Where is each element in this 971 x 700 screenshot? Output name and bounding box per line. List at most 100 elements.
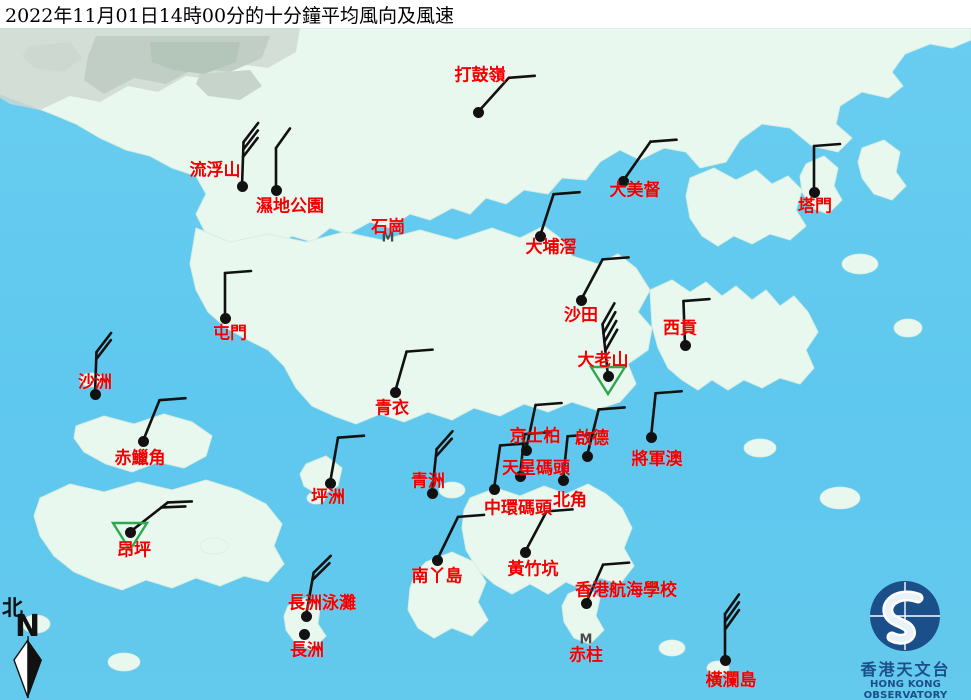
- station-dot[interactable]: [220, 313, 231, 324]
- islet-c: [841, 253, 879, 275]
- station-dot[interactable]: [299, 629, 310, 640]
- station-dot[interactable]: [809, 187, 820, 198]
- wind-barb-icon: [585, 406, 626, 458]
- station-dot[interactable]: [603, 371, 614, 382]
- station-label: 青衣: [375, 398, 409, 419]
- station-dot[interactable]: [325, 478, 336, 489]
- wind-barb-icon: [435, 513, 486, 562]
- wind-barb-icon: [430, 429, 454, 495]
- missing-data-marker: M: [381, 230, 395, 246]
- station-label: 南丫島: [411, 566, 463, 587]
- islet-h: [21, 614, 51, 634]
- station-label: 天星碼頭: [502, 458, 570, 479]
- station-label: 大老山: [577, 350, 629, 371]
- station-dot[interactable]: [618, 176, 629, 187]
- station-dot[interactable]: [432, 555, 443, 566]
- station-dot[interactable]: [489, 484, 500, 495]
- station-label: 沙田: [564, 305, 598, 326]
- station-dot[interactable]: [138, 436, 149, 447]
- station-dot[interactable]: [390, 387, 401, 398]
- wind-barb-icon: [476, 74, 537, 114]
- islet-a: [306, 491, 326, 505]
- hko-emblem-icon: [870, 581, 940, 651]
- gale-triangle-icon: [110, 521, 150, 553]
- hko-name-en: HONG KONG OBSERVATORY: [863, 679, 948, 700]
- land-lantau: [33, 479, 285, 591]
- station-dot[interactable]: [271, 185, 282, 196]
- station-dot[interactable]: [515, 471, 526, 482]
- land-cheung-chau: [283, 597, 327, 651]
- station-dot[interactable]: [237, 181, 248, 192]
- land-ne-islands: [857, 139, 907, 201]
- station-dot[interactable]: [646, 432, 657, 443]
- station-label: 石崗: [371, 217, 405, 238]
- station-label: 橫瀾島: [705, 670, 757, 691]
- wind-barb-icon: [812, 142, 842, 194]
- station-label: 坪洲: [311, 487, 345, 508]
- station-label: 打鼓嶺: [454, 65, 506, 86]
- station-dot[interactable]: [473, 107, 484, 118]
- islets-group: [21, 253, 923, 676]
- wind-barb-icon: [93, 331, 113, 396]
- station-dot[interactable]: [521, 445, 532, 456]
- station-label: 長洲泳灘: [288, 593, 356, 614]
- station-dot[interactable]: [558, 475, 569, 486]
- station-label: 大埔滘: [525, 237, 577, 258]
- station-dot[interactable]: [427, 488, 438, 499]
- compass-needle: [13, 636, 42, 699]
- station-label: 塔門: [798, 196, 832, 217]
- missing-data-marker: M: [579, 632, 593, 648]
- station-dot[interactable]: [90, 389, 101, 400]
- station-label: 北角: [553, 490, 587, 511]
- land-lamma: [407, 551, 489, 639]
- wind-barb-icon: [274, 127, 292, 192]
- station-dot[interactable]: [535, 231, 546, 242]
- wind-barb-icon: [223, 269, 253, 320]
- title-bar: 2022年11月01日14時00分的十分鐘平均風向及風速: [0, 0, 971, 28]
- station-label: 大美督: [609, 180, 661, 201]
- station-dot[interactable]: [581, 598, 592, 609]
- station-label: 赤柱: [569, 645, 603, 666]
- islet-sha-chau: [79, 372, 105, 388]
- station-label: 京士柏: [509, 426, 561, 447]
- station-label: 流浮山: [189, 160, 241, 181]
- station-dot[interactable]: [125, 527, 136, 538]
- wind-barb-icon: [304, 554, 333, 618]
- station-label: 沙洲: [78, 372, 112, 393]
- wind-barb-icon: [110, 500, 194, 553]
- land-sai-kung-group: [649, 139, 907, 391]
- station-dot[interactable]: [582, 451, 593, 462]
- wind-barb-icon: [538, 190, 581, 238]
- wind-barb-icon: [723, 593, 741, 662]
- station-dot[interactable]: [720, 655, 731, 666]
- station-label: 中環碼頭: [484, 498, 552, 519]
- islet-f: [819, 486, 861, 510]
- land-nt-south-group: [189, 225, 653, 425]
- wind-barb-icon: [561, 432, 595, 482]
- land-plover-cove: [685, 167, 807, 247]
- station-label: 啟德: [575, 428, 609, 449]
- station-dot[interactable]: [301, 611, 312, 622]
- land-lantau-group: [33, 413, 489, 651]
- wind-barb-icon: [523, 508, 574, 554]
- station-dot[interactable]: [680, 340, 691, 351]
- wind-barb-icon: [492, 442, 528, 491]
- islet-b: [199, 537, 229, 555]
- station-dot[interactable]: [576, 295, 587, 306]
- station-label: 黃竹坑: [507, 559, 559, 580]
- land-stanley-peninsula: [561, 585, 605, 645]
- station-label: 青洲: [411, 471, 445, 492]
- islet-e: [743, 438, 777, 458]
- wind-barb-icon: [393, 348, 434, 394]
- basemap-svg: [0, 28, 971, 700]
- hko-logo: 香港天文台 HONG KONG OBSERVATORY: [840, 578, 971, 700]
- compass-label-cn: 北: [2, 595, 23, 620]
- wind-barb-icon: [524, 401, 563, 452]
- station-label: 長洲: [290, 640, 324, 661]
- wind-barb-icon: [588, 302, 628, 397]
- station-label: 屯門: [213, 323, 247, 344]
- wind-barb-icon: [518, 430, 552, 478]
- station-label: 西貢: [663, 318, 697, 339]
- station-dot[interactable]: [520, 547, 531, 558]
